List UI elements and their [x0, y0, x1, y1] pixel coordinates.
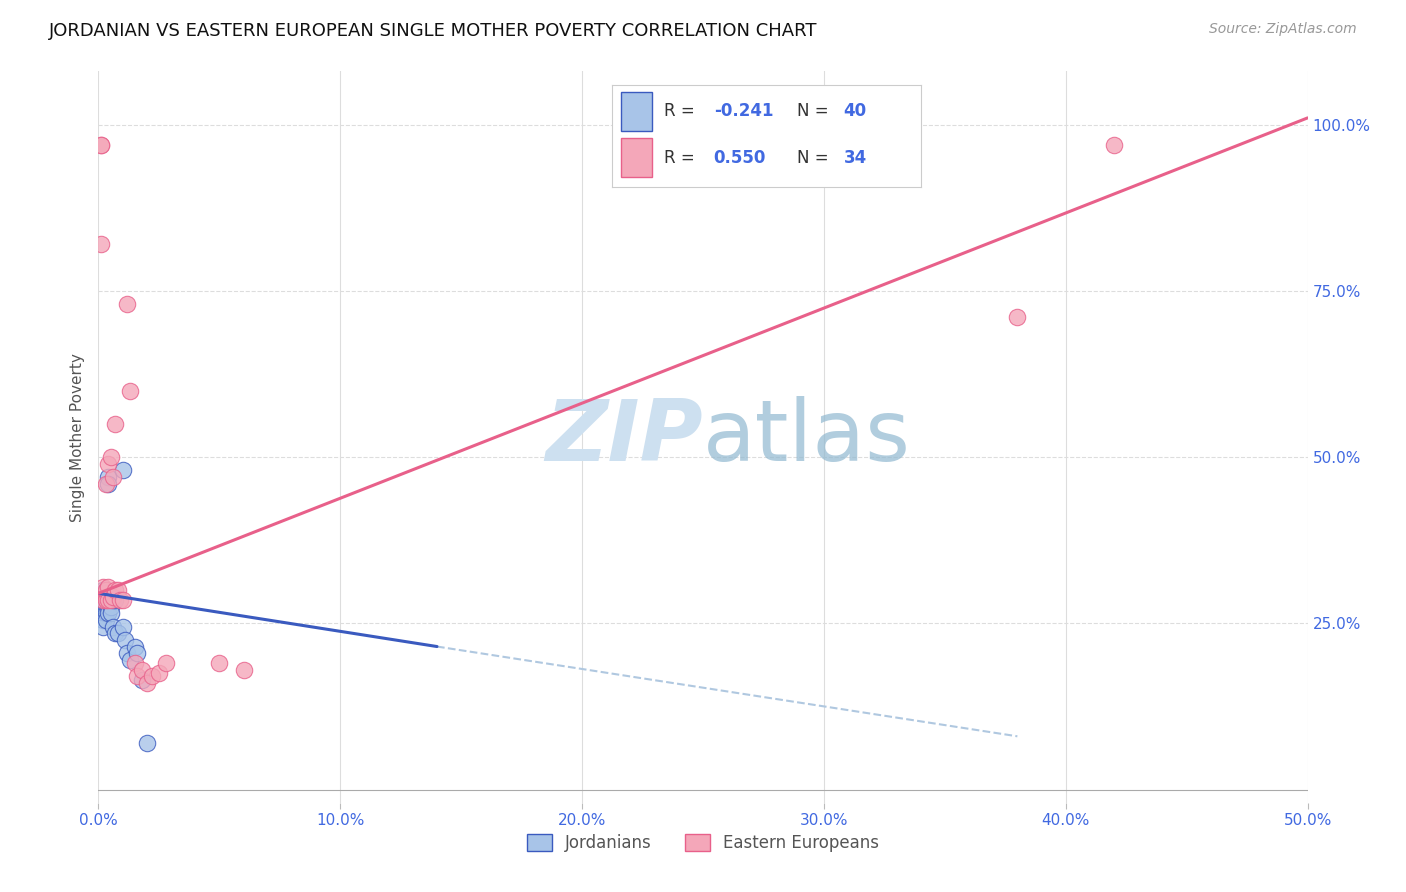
- Point: [90, 593, 112, 607]
- Point: [91, 593, 114, 607]
- Point: [97, 470, 120, 484]
- Text: ZIP: ZIP: [546, 395, 703, 479]
- Point: [97, 599, 120, 614]
- Point: [97, 607, 120, 621]
- Text: Source: ZipAtlas.com: Source: ZipAtlas.com: [1209, 22, 1357, 37]
- Text: 0.550: 0.550: [714, 149, 766, 167]
- Point: [90, 586, 112, 600]
- Text: N =: N =: [797, 103, 834, 120]
- Point: [111, 463, 134, 477]
- Point: [111, 619, 134, 633]
- Point: [94, 476, 117, 491]
- Point: [101, 470, 124, 484]
- Point: [94, 613, 117, 627]
- Point: [90, 137, 112, 152]
- Text: -0.241: -0.241: [714, 103, 773, 120]
- Point: [100, 607, 122, 621]
- Point: [94, 599, 117, 614]
- Point: [91, 599, 114, 614]
- Point: [100, 593, 122, 607]
- Point: [127, 669, 149, 683]
- Point: [94, 593, 117, 607]
- Text: 40: 40: [844, 103, 866, 120]
- Point: [127, 646, 149, 660]
- Point: [94, 582, 117, 597]
- Point: [135, 676, 157, 690]
- Point: [107, 582, 129, 597]
- Point: [90, 593, 112, 607]
- Point: [97, 593, 120, 607]
- Point: [117, 297, 139, 311]
- Point: [94, 607, 117, 621]
- Point: [91, 586, 114, 600]
- Point: [124, 656, 146, 670]
- Point: [111, 593, 134, 607]
- Point: [97, 593, 120, 607]
- Point: [90, 607, 112, 621]
- Point: [91, 593, 114, 607]
- Point: [101, 590, 124, 604]
- Legend: Jordanians, Eastern Europeans: Jordanians, Eastern Europeans: [519, 825, 887, 860]
- Point: [108, 593, 131, 607]
- Point: [90, 137, 112, 152]
- Point: [1102, 137, 1125, 152]
- Point: [124, 640, 146, 654]
- Text: atlas: atlas: [703, 395, 911, 479]
- Point: [91, 619, 114, 633]
- Point: [100, 599, 122, 614]
- Point: [104, 593, 127, 607]
- Text: N =: N =: [797, 149, 834, 167]
- Point: [135, 736, 157, 750]
- Point: [114, 632, 136, 647]
- Bar: [621, 92, 652, 131]
- Point: [97, 580, 120, 594]
- Point: [104, 417, 127, 431]
- Point: [97, 476, 120, 491]
- Point: [101, 619, 124, 633]
- Point: [91, 580, 114, 594]
- Point: [155, 656, 177, 670]
- Point: [118, 384, 141, 398]
- Point: [94, 586, 117, 600]
- Point: [107, 626, 129, 640]
- Point: [90, 237, 112, 252]
- Point: [1007, 310, 1029, 325]
- Point: [104, 626, 127, 640]
- Point: [131, 663, 153, 677]
- Point: [148, 666, 170, 681]
- Y-axis label: Single Mother Poverty: Single Mother Poverty: [69, 352, 84, 522]
- Point: [97, 457, 120, 471]
- Point: [118, 653, 141, 667]
- Point: [91, 582, 114, 597]
- Point: [91, 607, 114, 621]
- Point: [100, 593, 122, 607]
- Point: [91, 613, 114, 627]
- Point: [101, 593, 124, 607]
- Point: [131, 673, 153, 687]
- Text: R =: R =: [664, 103, 700, 120]
- Point: [232, 663, 254, 677]
- Point: [104, 582, 127, 597]
- Point: [94, 582, 117, 597]
- Point: [94, 593, 117, 607]
- Text: R =: R =: [664, 149, 700, 167]
- Point: [117, 646, 139, 660]
- Text: JORDANIAN VS EASTERN EUROPEAN SINGLE MOTHER POVERTY CORRELATION CHART: JORDANIAN VS EASTERN EUROPEAN SINGLE MOT…: [49, 22, 818, 40]
- Bar: [621, 138, 652, 177]
- Text: 34: 34: [844, 149, 868, 167]
- Point: [208, 656, 231, 670]
- Point: [100, 450, 122, 464]
- Point: [141, 669, 163, 683]
- Point: [90, 599, 112, 614]
- Point: [94, 590, 117, 604]
